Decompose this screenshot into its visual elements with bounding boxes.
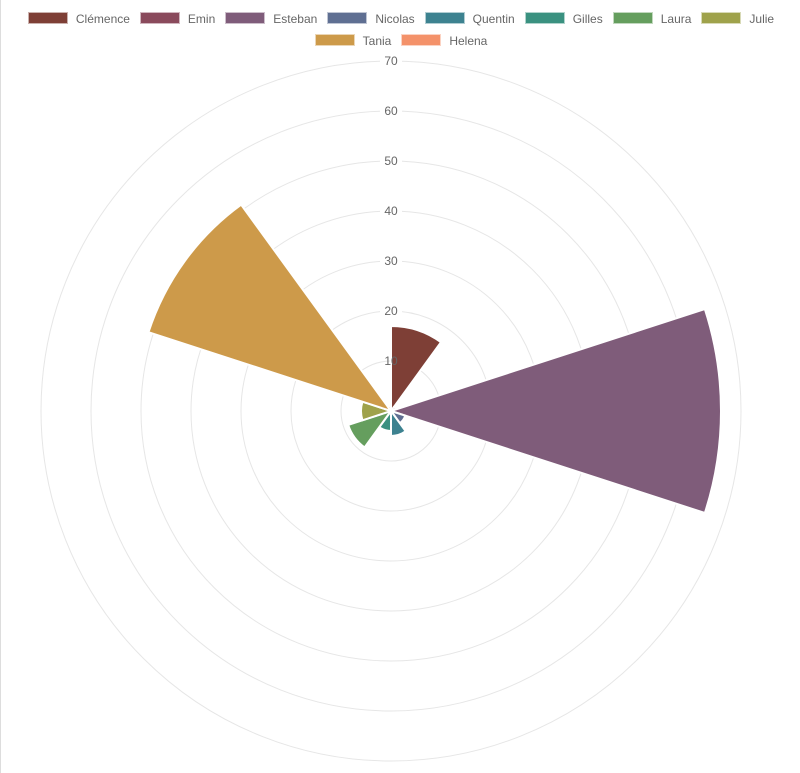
legend-label: Gilles xyxy=(572,12,603,26)
legend-item[interactable]: Helena xyxy=(401,30,487,52)
legend-swatch xyxy=(27,12,68,24)
legend-swatch xyxy=(314,34,355,46)
legend-swatch xyxy=(701,12,742,24)
legend-item[interactable]: Quentin xyxy=(424,8,515,30)
legend-item[interactable]: Esteban xyxy=(225,8,317,30)
legend-swatch xyxy=(327,12,368,24)
slice-quentin[interactable] xyxy=(390,407,408,438)
legend-label: Laura xyxy=(660,12,692,26)
legend-swatch xyxy=(524,12,565,24)
legend-label: Julie xyxy=(749,12,775,26)
slice-helena[interactable] xyxy=(386,404,392,415)
legend-label: Esteban xyxy=(273,12,318,26)
legend-swatch xyxy=(424,12,465,24)
slice-laura[interactable] xyxy=(346,409,394,449)
r-tick-label: 70 xyxy=(384,54,398,68)
r-tick-label: 20 xyxy=(384,304,398,318)
tick-backdrop xyxy=(380,304,402,318)
slice-tania[interactable] xyxy=(147,203,394,413)
tick-backdrop xyxy=(380,254,402,268)
r-tick-label: 40 xyxy=(384,204,398,218)
legend-swatch xyxy=(225,12,266,24)
legend: Clémence Emin Esteban Nicolas Quentin Gilles L… xyxy=(1,8,800,52)
legend-label: Quentin xyxy=(472,12,515,26)
legend-item[interactable]: Julie xyxy=(701,8,774,30)
r-tick-label: 60 xyxy=(384,104,398,118)
tick-backdrop xyxy=(380,54,402,68)
legend-item[interactable]: Gilles xyxy=(524,8,603,30)
legend-swatch xyxy=(612,12,653,24)
r-tick-label: 10 xyxy=(384,354,398,368)
legend-swatch xyxy=(401,34,442,46)
legend-item[interactable]: Emin xyxy=(139,8,216,30)
legend-item[interactable]: Clémence xyxy=(27,8,130,30)
tick-backdrop xyxy=(380,154,402,168)
r-tick-label: 30 xyxy=(384,254,398,268)
legend-item[interactable]: Laura xyxy=(612,8,692,30)
legend-item[interactable]: Nicolas xyxy=(327,8,415,30)
legend-label: Helena xyxy=(449,34,488,48)
tick-backdrop xyxy=(380,204,402,218)
slice-esteban[interactable] xyxy=(387,307,723,515)
legend-label: Tania xyxy=(362,34,392,48)
r-tick-label: 50 xyxy=(384,154,398,168)
legend-label: Clémence xyxy=(75,12,130,26)
tick-backdrop xyxy=(380,104,402,118)
legend-label: Emin xyxy=(187,12,216,26)
legend-label: Nicolas xyxy=(375,12,415,26)
legend-swatch xyxy=(139,12,180,24)
legend-item[interactable]: Tania xyxy=(314,30,392,52)
slice-clémence[interactable] xyxy=(390,324,443,415)
